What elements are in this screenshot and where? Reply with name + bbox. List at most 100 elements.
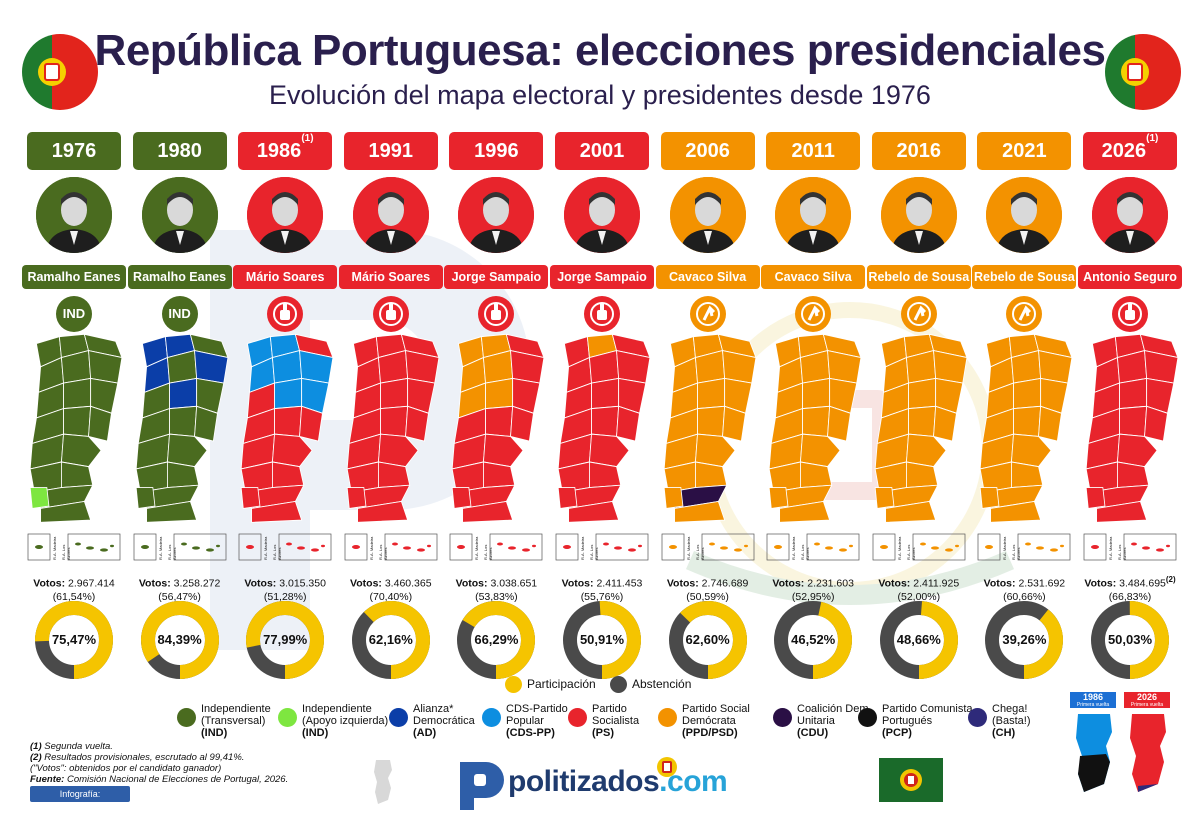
president-portrait [775,177,852,253]
map-region [1116,433,1158,468]
map-region [377,433,419,468]
election-year: 2026(1) [1083,132,1177,170]
participation-donut [34,600,114,685]
participation-legend-label: Participación [527,677,596,691]
madeira-label: R.A. Madeira [1002,536,1008,560]
president-name: Jorge Sampaio [444,265,549,289]
participation-donut [140,600,220,685]
abstention-legend-dot [610,676,627,693]
president-name: Mário Soares [338,265,443,289]
legend-label: Chega! (Basta!) (CH) [992,703,1031,739]
map-region [802,377,831,410]
map-region [63,405,92,437]
election-column: 2006 Cavaco Silva R.A. Madeira R.A. Los Azo… [655,132,760,679]
map-region [356,500,409,523]
map-region [168,377,197,410]
madeira-label: R.A. Madeira [896,536,902,560]
map-region [663,487,683,509]
map-region [63,377,92,410]
participation-arc [985,601,1064,679]
election-year: 1986(1) [238,132,333,170]
islands-inset: R.A. Madeira R.A. Los Azores [550,532,654,564]
participation-value: 75,47% [51,632,97,647]
party-logo [478,296,515,332]
inset-2026-map [1124,712,1170,799]
participation-value: 77,99% [263,632,308,647]
election-year: 1991 [343,132,438,170]
legend-label: Independiente (Transversal) (IND) [201,703,271,739]
map-region [1013,377,1042,410]
participation-arc [35,601,113,679]
district-map [976,332,1074,532]
president-name: Cavaco Silva [655,265,760,289]
president-portrait [352,177,429,253]
district-map [343,332,441,532]
islands-inset: R.A. Madeira R.A. Los Azores [972,532,1076,564]
district-map [132,332,230,532]
participation-value: 66,29% [474,632,519,647]
votes-text: Votos: 3.015.350 (51,28%) [244,577,326,603]
map-region [557,487,578,509]
election-year: 2001 [555,132,649,170]
votes-text: Votos: 2.967.414 (61,54%) [33,577,115,603]
map-region [694,433,736,468]
brand-logo-icon [458,760,504,810]
coat-of-arms-icon [655,756,679,783]
participation-donut [351,600,431,685]
legend-dot [858,708,877,727]
election-column: 1980 Ramalho Eanes IND R.A. Madeira R.A. Los… [127,132,232,679]
participation-value: 46,52% [791,632,836,647]
district-map [237,332,335,532]
map-region [696,405,725,437]
district-map [448,332,546,532]
president-portrait [141,177,218,253]
map-region [240,487,261,509]
votes-text: Votos: 3.460.365 (70,40%) [350,577,432,603]
president-portrait [986,177,1063,253]
map-region [483,433,525,468]
map-region [60,433,102,468]
party-logo: IND [161,296,198,332]
madeira-label: R.A. Madeira [52,536,57,560]
map-region [932,405,957,442]
election-year: 2011 [766,132,861,170]
map-region [145,500,197,523]
islands-inset: R.A. Madeira R.A. Los Azores [339,532,443,564]
madeira-label: R.A. Madeira [580,536,585,560]
legend-label: Partido Comunista Portugués (PCP) [882,703,973,739]
votes-text: Votos: 3.484.695(2) (66,83%) [1084,575,1176,603]
election-year: 1996 [449,132,544,170]
islands-inset: R.A. Madeira R.A. Los Azores [1078,532,1182,564]
fist-rose-icon [378,302,403,326]
votes-text: Votos: 2.411.453 (55,76%) [561,577,643,603]
map-region [588,433,630,468]
map-region [990,500,1042,523]
map-region [1013,405,1042,437]
legend-label: Alianza* Democrática (AD) [413,703,475,739]
islands-inset: R.A. Madeira R.A. Los Azores [444,532,548,564]
map-region [905,433,947,468]
participation-donut [984,600,1064,685]
abstention-legend-label: Abstención [632,677,692,691]
participation-arc [879,601,958,679]
madeira-label: R.A. Madeira [157,536,163,560]
president-portrait [564,177,640,253]
map-region [379,377,408,410]
participation-arc [563,601,641,679]
party-logo [1112,296,1148,332]
map-region [251,500,303,523]
credit-badge: Infografía: Politizados/LB [30,786,130,815]
election-column: 2011 Cavaco Silva R.A. Madeira R.A. Los Azo… [761,132,866,679]
map-region [884,500,937,523]
election-column: 2016 Rebelo de Sousa R.A. Madeira R.A. Los … [866,132,971,679]
party-logo [372,296,409,332]
party-logo [900,296,937,332]
inset-1986-label: 1986 Primera vuelta [1070,692,1116,708]
election-column: 2026(1) Antonio Seguro R.A. Madeira R.A. Lo… [1078,132,1182,679]
legend-label: Partido Socialista (PS) [592,703,640,739]
azores-label: R.A. Los Azores [1117,544,1127,560]
election-column: 1991 Mário Soares R.A. Madeira R.A. Los Azo… [338,132,443,679]
arrow-icon [695,302,720,326]
president-name: Rebelo de Sousa [972,265,1077,289]
legend-label: Independiente (Apoyo izquierda) (IND) [302,703,389,739]
